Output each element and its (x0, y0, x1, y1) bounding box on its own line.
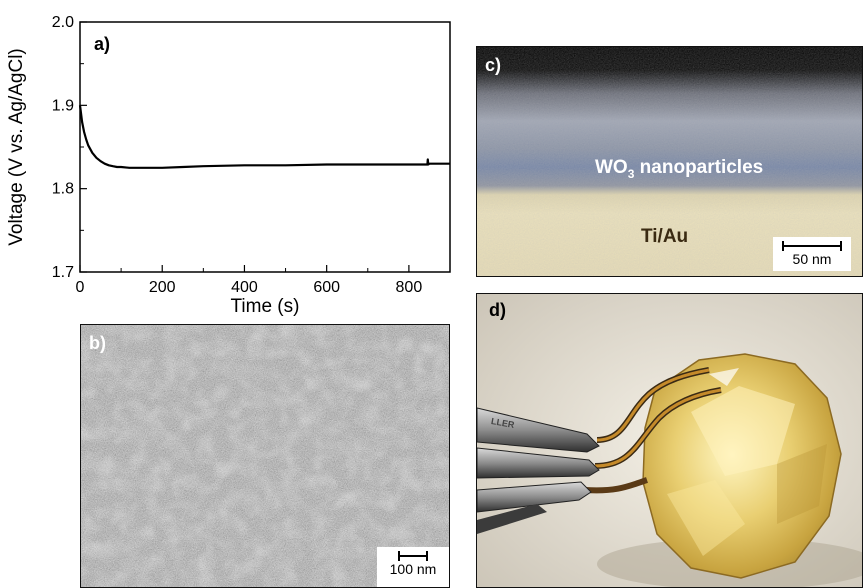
device-photo (477, 294, 862, 587)
wo3-layer-label: WO3 nanoparticles (595, 157, 763, 181)
y-tick-label: 1.7 (52, 264, 74, 281)
wo3-rest: nanoparticles (634, 157, 764, 178)
x-tick-label: 200 (149, 279, 176, 296)
sem-texture (81, 325, 449, 587)
scale-bar-line (782, 241, 842, 251)
scale-bar-label: 50 nm (792, 251, 832, 267)
scale-bar-100nm: 100 nm (377, 547, 449, 587)
panel-b-label: b) (89, 333, 106, 353)
wo3-subscript: 3 (627, 166, 635, 181)
scale-bar-50nm: 50 nm (773, 237, 851, 271)
voltage-time-chart: 0 200 400 600 800 1.7 1.8 1.9 2.0 Time (s) Voltage… (6, 14, 451, 317)
scale-bar-label: 100 nm (389, 561, 437, 577)
panel-a-label: a) (94, 34, 111, 54)
x-axis-label: Time (s) (231, 296, 300, 317)
y-tick-label: 2.0 (52, 14, 74, 31)
panel-b-sem-image: b) 100 nm (80, 324, 450, 588)
ti-au-layer-label: Ti/Au (641, 226, 689, 247)
scale-bar-line (398, 551, 428, 561)
x-tick-label: 400 (231, 279, 258, 296)
panel-c-label: c) (485, 55, 502, 75)
y-tick-label: 1.9 (52, 97, 74, 114)
panel-d-photo: LLER d) (476, 293, 863, 588)
panel-c-tem-image: c) WO3 nanoparticles Ti/Au 50 nm (476, 46, 863, 277)
plot-frame (79, 21, 451, 273)
wo3-formula: WO (595, 157, 628, 178)
voltage-series-line (78, 105, 450, 169)
y-axis-label: Voltage (V vs. Ag/AgCl) (6, 48, 27, 246)
x-tick-label: 600 (313, 279, 340, 296)
panel-a-plot: 0 200 400 600 800 1.7 1.8 1.9 2.0 Time (s) Voltage… (0, 0, 460, 320)
x-tick-label: 800 (396, 279, 423, 296)
y-tick-label: 1.8 (52, 181, 74, 198)
panel-d-label: d) (489, 300, 506, 320)
x-tick-label: 0 (76, 279, 85, 296)
tem-cross-section (477, 47, 862, 276)
